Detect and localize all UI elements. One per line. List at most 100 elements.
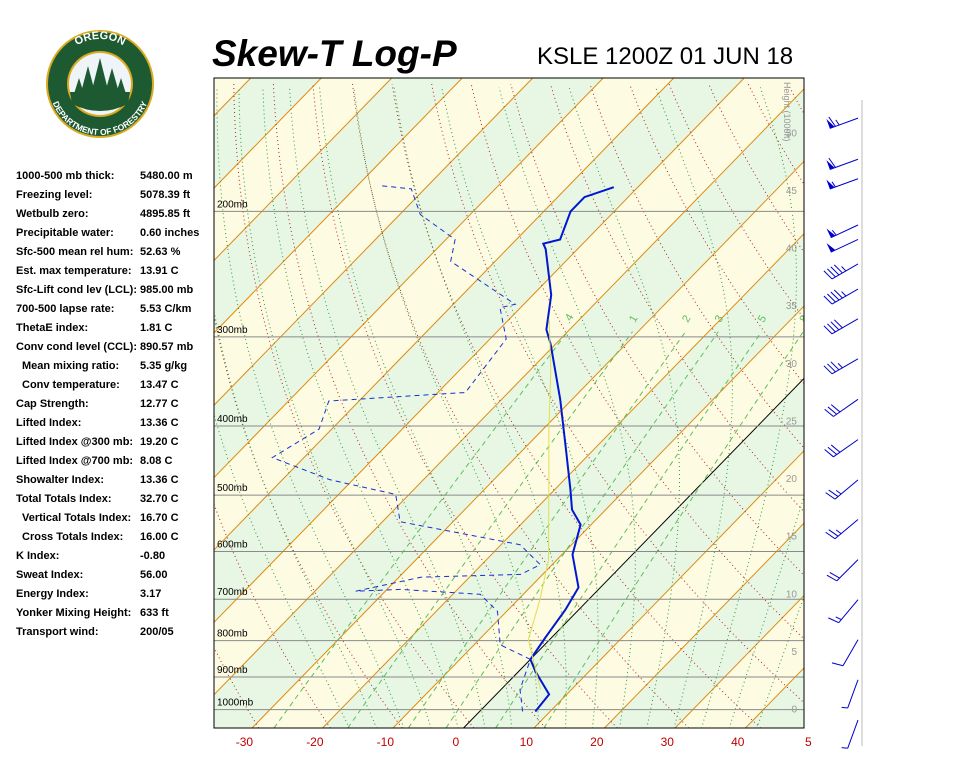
mixing-ratio-label: 1 [627, 313, 640, 324]
mixing-ratio-label: 3 [713, 313, 726, 324]
moist-adiabat [568, 87, 680, 728]
isotherm [674, 594, 804, 728]
y2-tick-label: 5 [791, 647, 797, 658]
barb-feather [825, 531, 836, 540]
wind-barb [826, 157, 859, 170]
barb-staff [830, 224, 859, 239]
wind-barb [826, 224, 859, 239]
index-label: Est. max temperature: [16, 265, 132, 277]
barb-half [835, 616, 842, 621]
barb-staff [847, 719, 859, 749]
index-value: 4895.85 ft [140, 208, 190, 220]
y2-tick-label: 30 [786, 359, 798, 370]
plot: 1000mb 900mb 800mb 700mb 600mb 500mb 400mb 300m… [213, 77, 812, 749]
index-label: Mean mixing ratio: [22, 360, 119, 372]
sounding-line [271, 185, 542, 712]
index-value: 56.00 [140, 569, 168, 581]
moist-adiabat [289, 87, 486, 728]
mixing-ratio-label: 8 [798, 313, 811, 324]
barb-feather [824, 408, 834, 417]
x-tick-label: 5 [805, 735, 812, 749]
barb-half [841, 291, 847, 297]
y-tick-label: 400mb [217, 414, 248, 425]
barb-feather [830, 444, 841, 453]
barb-feather [823, 270, 833, 280]
dry-adiabat [946, 84, 960, 728]
barb-staff [834, 519, 859, 540]
barb-feather [828, 157, 836, 168]
y-tick-label: 800mb [217, 629, 248, 640]
wind-barb [841, 679, 859, 709]
y2-tick-label: 10 [786, 589, 798, 600]
barb-feather [830, 291, 840, 301]
y2-tick-label: 25 [786, 416, 798, 427]
barb-feather [830, 266, 840, 276]
index-label: Conv cond level (CCL): [16, 341, 137, 353]
x-tick-label: 10 [520, 735, 534, 749]
logo: OREGON DEPARTMENT OF FORESTRY [46, 30, 154, 138]
isotherm [463, 377, 804, 728]
barb-feather [830, 361, 840, 371]
wind-barb [841, 719, 859, 749]
index-value: 200/05 [140, 626, 174, 638]
index-value: 985.00 mb [140, 284, 193, 296]
temp-band [214, 88, 804, 728]
y-tick-label: 500mb [217, 483, 248, 494]
barb-staff [836, 559, 859, 582]
barb-half [841, 706, 848, 709]
barb-feather [827, 293, 836, 303]
index-value: 32.70 C [140, 493, 179, 505]
x-tick-label: -20 [306, 735, 324, 749]
barb-staff [834, 479, 859, 500]
index-value: 16.70 C [140, 512, 179, 524]
isotherm [214, 78, 393, 262]
wind-barb [825, 479, 859, 500]
isotherm [214, 78, 604, 479]
moist-adiabat [214, 308, 378, 728]
moist-adiabat [216, 87, 405, 728]
isotherm [533, 450, 804, 728]
index-label: 1000-500 mb thick: [16, 170, 114, 182]
index-label: Energy Index: [16, 588, 89, 600]
barb-flag [826, 243, 836, 253]
barb-feather [828, 617, 839, 624]
wind-barb [824, 439, 859, 458]
barb-staff [838, 599, 859, 623]
barb-feather [823, 325, 833, 335]
isotherm [214, 78, 675, 551]
y-tick-label: 600mb [217, 540, 248, 551]
index-label: Transport wind: [16, 626, 99, 638]
x-tick-label: -10 [377, 735, 395, 749]
index-label: Precipitable water: [16, 227, 114, 239]
index-value: 13.36 C [140, 417, 179, 429]
barb-half [835, 119, 840, 126]
wind-barb [825, 519, 859, 540]
y2-tick-label: 15 [786, 532, 798, 543]
index-label: Yonker Mixing Height: [16, 607, 131, 619]
barb-staff [842, 639, 859, 667]
wind-barb [826, 559, 859, 582]
barb-staff [829, 178, 859, 190]
dry-adiabat [787, 83, 804, 115]
logo-top: OREGON [73, 30, 128, 48]
temp-band [214, 78, 804, 695]
isotherm [214, 78, 534, 406]
barb-feather [823, 365, 833, 375]
barb-flag [826, 179, 835, 190]
index-label: Freezing level: [16, 189, 92, 201]
barb-feather [831, 662, 844, 667]
y-tick-label: 200mb [217, 199, 248, 210]
index-value: 890.57 mb [140, 341, 193, 353]
dry-adiabat [312, 83, 618, 728]
index-value: 633 ft [140, 607, 169, 619]
barb-feather [826, 574, 838, 582]
mixing-ratio-line [273, 331, 568, 728]
index-value: 5078.39 ft [140, 189, 190, 201]
x-tick-label: 20 [590, 735, 604, 749]
mixing-ratio-line [445, 331, 719, 728]
barb-feather [829, 571, 840, 579]
barb-flag [826, 160, 835, 170]
barb-feather [828, 489, 839, 497]
dry-adiabat [272, 83, 546, 728]
